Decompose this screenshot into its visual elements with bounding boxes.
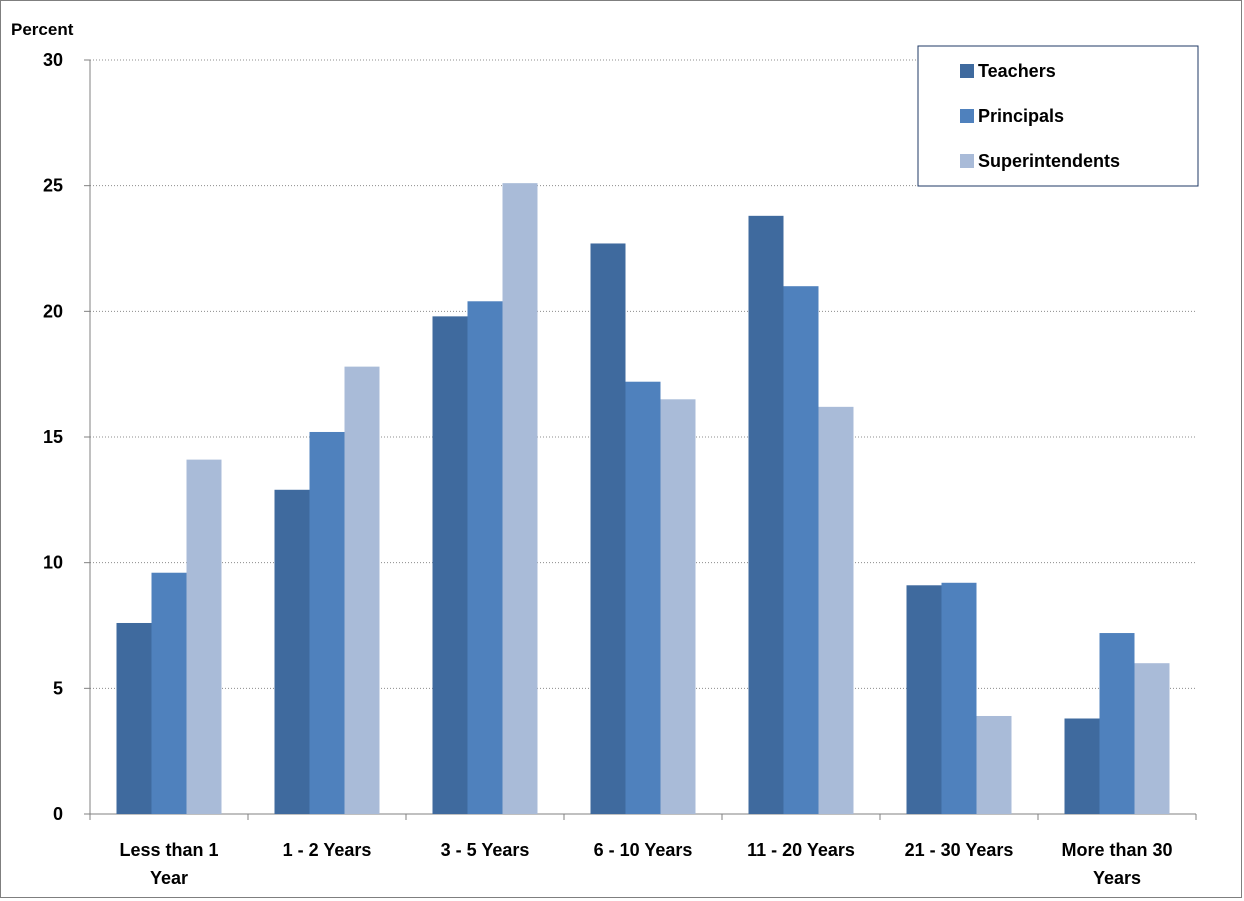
bar-superintendents [186,459,222,814]
bar-principals [941,582,977,814]
bar-principals [309,431,345,814]
bar-teachers [432,316,468,814]
bar-principals [625,381,661,814]
y-tick-label: 15 [43,427,63,447]
legend-label-superintendents: Superintendents [978,151,1120,171]
bar-superintendents [660,399,696,814]
x-tick-label: More than 30 Years [1061,840,1172,888]
bar-principals [151,572,187,814]
y-axis-label: Percent [11,20,74,39]
x-tick-label: 3 - 5 Years [441,840,530,860]
legend-label-principals: Principals [978,106,1064,126]
bar-superintendents [502,183,538,815]
x-tick-label: 1 - 2 Years [283,840,372,860]
bar-teachers [116,622,152,814]
bar-principals [783,286,819,814]
bar-teachers [590,243,626,814]
bar-superintendents [1134,663,1170,814]
legend-label-teachers: Teachers [978,61,1056,81]
bar-teachers [906,585,942,814]
legend-swatch-principals [960,109,974,123]
y-tick-label: 0 [53,804,63,824]
x-tick-label: 6 - 10 Years [594,840,693,860]
y-tick-label: 25 [43,176,63,196]
bar-teachers [748,215,784,814]
bar-superintendents [976,715,1012,814]
x-tick-label: 21 - 30 Years [905,840,1014,860]
y-tick-label: 10 [43,553,63,573]
x-tick-label: Less than 1 Year [119,840,218,888]
bar-superintendents [818,406,854,814]
y-tick-label: 30 [43,50,63,70]
bar-superintendents [344,366,380,814]
bar-teachers [274,489,310,814]
x-tick-label: 11 - 20 Years [747,840,855,860]
legend-swatch-superintendents [960,154,974,168]
legend-swatch-teachers [960,64,974,78]
bar-principals [1099,633,1135,814]
bar-teachers [1064,718,1100,814]
y-tick-label: 5 [53,678,63,698]
y-tick-label: 20 [43,301,63,321]
bar-principals [467,301,503,814]
